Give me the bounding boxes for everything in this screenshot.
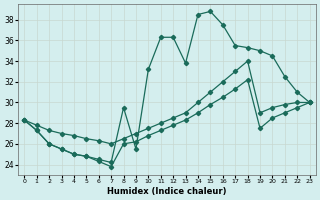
X-axis label: Humidex (Indice chaleur): Humidex (Indice chaleur) xyxy=(107,187,227,196)
